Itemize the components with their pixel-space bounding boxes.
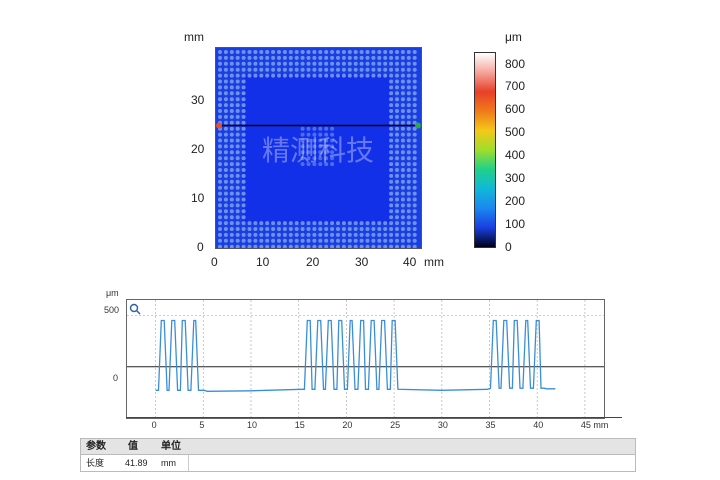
profile-svg xyxy=(127,300,604,418)
profile-y-tick: 500 xyxy=(104,305,120,315)
profile-x-tick: 40 xyxy=(533,420,544,430)
table-cell-unit: mm xyxy=(161,458,176,468)
profile-x-tick: 15 xyxy=(294,420,305,430)
profile-y-tick: 0 xyxy=(113,373,119,383)
profile-x-tick: 20 xyxy=(342,420,353,430)
solder-ball-grid xyxy=(218,50,417,248)
colorbar-tick: 0 xyxy=(505,240,512,254)
colorbar-tick: 100 xyxy=(505,217,526,231)
profile-series-line xyxy=(155,319,556,392)
colorbar-tick: 500 xyxy=(505,125,526,139)
height-map-svg: 精测科技 xyxy=(216,50,421,248)
height-map-heatmap[interactable]: 精测科技 xyxy=(215,47,422,249)
profile-x-tick: 45 mm xyxy=(580,420,609,430)
top-y-unit: mm xyxy=(184,30,204,44)
top-x-tick: 10 xyxy=(256,255,270,269)
top-x-unit: mm xyxy=(424,255,444,269)
colorbar-tick: 300 xyxy=(505,171,526,185)
table-cell-name: 长度 xyxy=(86,458,105,468)
profile-x-tick: 0 xyxy=(151,420,157,430)
inner-panel xyxy=(242,74,392,224)
table-cell-value: 41.89 xyxy=(125,458,148,468)
table-header-value: 值 xyxy=(128,441,138,452)
top-y-tick: 20 xyxy=(191,142,205,156)
table-header-param: 参数 xyxy=(86,441,106,452)
profile-x-tick: 30 xyxy=(437,420,448,430)
table-header-unit: 单位 xyxy=(161,441,181,452)
profile-end-marker[interactable] xyxy=(415,122,421,129)
profile-x-tick: 10 xyxy=(247,420,258,430)
profile-x-axis-line xyxy=(126,417,622,418)
top-x-tick: 40 xyxy=(403,255,417,269)
cursor-tool-glyph xyxy=(129,303,141,315)
colorbar-tick: 800 xyxy=(505,57,526,71)
cursor-tool-icon[interactable] xyxy=(129,302,141,315)
table-row[interactable] xyxy=(81,455,635,471)
colorbar xyxy=(474,52,496,248)
table-header-row xyxy=(81,439,635,455)
colorbar-tick: 700 xyxy=(505,79,526,93)
top-y-tick: 10 xyxy=(191,191,205,205)
colorbar-unit: μm xyxy=(505,30,522,44)
profile-x-tick: 25 xyxy=(390,420,401,430)
top-y-tick: 30 xyxy=(191,93,205,107)
top-x-tick: 0 xyxy=(211,255,218,269)
colorbar-tick: 400 xyxy=(505,148,526,162)
profile-start-marker[interactable] xyxy=(216,122,222,129)
profile-plot[interactable] xyxy=(126,299,605,419)
colorbar-tick: 600 xyxy=(505,102,526,116)
top-x-tick: 30 xyxy=(355,255,369,269)
table-divider xyxy=(188,455,189,471)
profile-x-tick: 5 xyxy=(199,420,205,430)
top-y-tick: 0 xyxy=(197,240,204,254)
watermark-text: 精测科技 xyxy=(262,134,374,167)
colorbar-tick: 200 xyxy=(505,194,526,208)
profile-x-tick: 35 xyxy=(485,420,496,430)
parameter-table: 参数 值 单位 长度 41.89 mm xyxy=(80,438,636,472)
profile-y-unit: μm xyxy=(106,288,119,298)
top-x-tick: 20 xyxy=(306,255,320,269)
